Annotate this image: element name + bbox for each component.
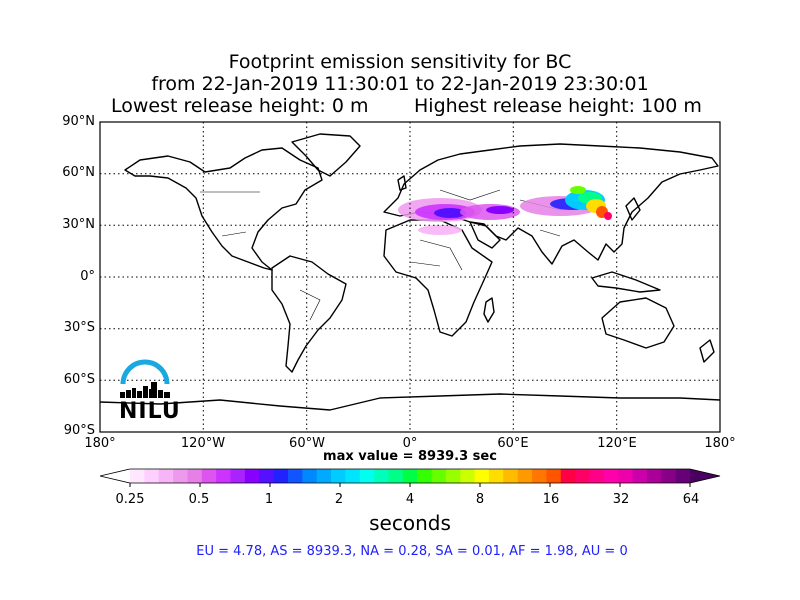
lon-label-180w: 180° [84,436,116,451]
colorbar-segment [646,469,662,483]
lon-label-60w: 60°W [289,436,325,451]
lat-label-90n: 90°N [62,114,95,129]
colorbar [99,468,721,487]
colorbar-segment [158,469,174,483]
colorbar-units: seconds [369,511,451,535]
colorbar-segment [460,469,476,483]
colorbar-segment [632,469,648,483]
continent-outlines [99,133,721,411]
lat-label-0: 0° [80,269,95,284]
colorbar-tick-label: 2 [334,492,344,507]
title-line-2: from 22-Jan-2019 11:30:01 to 22-Jan-2019… [151,73,649,95]
colorbar-segment [259,469,274,483]
lon-label-120w: 120°W [180,436,226,451]
colorbar-tick-label: 16 [542,492,560,507]
lon-label-0: 0° [402,436,418,451]
colorbar-extend-low [100,469,130,483]
colorbar-segment [331,469,346,483]
colorbar-segment [187,469,203,483]
colorbar-tick-label: 0.25 [115,492,145,507]
lon-label-120e: 120°E [597,436,637,451]
japan-outline [625,197,641,221]
colorbar-segment [575,469,590,483]
colorbar-segment [517,469,533,483]
colorbar-segment [130,469,145,483]
sensitivity-plume [398,186,612,235]
colorbar-extend-high [690,469,720,483]
colorbar-tick-label: 8 [475,492,485,507]
map-frame [99,121,721,433]
australia-outline [601,297,675,349]
greenland-outline [291,133,361,177]
colorbar-segment [402,469,418,483]
colorbar-segment [244,469,260,483]
colorbar-segment [316,469,332,483]
colorbar-segment [216,469,231,483]
southeast-asia-islands-outline [591,271,661,293]
colorbar-segment [589,469,605,483]
colorbar-segment [273,469,289,483]
lat-label-60n: 60°N [62,165,95,180]
new-zealand-outline [699,339,715,363]
north-america-outline [124,147,323,271]
colorbar-segment [345,469,361,483]
colorbar-segment [546,469,562,483]
colorbar-segment [503,469,519,483]
colorbar-segment [560,469,576,483]
south-america-outline [271,255,347,373]
colorbar-segment [488,469,504,483]
nilu-logo-skyline [120,382,170,398]
madagascar-outline [483,297,495,323]
colorbar-segment [388,469,404,483]
colorbar-tick-label: 0.5 [188,492,210,507]
colorbar-tick-label: 4 [405,492,415,507]
regional-values: EU = 4.78, AS = 8939.3, NA = 0.28, SA = … [196,544,628,559]
highest-release-height: Highest release height: 100 m [414,95,702,117]
lowest-release-height: Lowest release height: 0 m [111,95,369,117]
colorbar-segment [374,469,389,483]
colorbar-segment [359,469,375,483]
colorbar-segment [287,469,303,483]
colorbar-tick-label: 64 [682,492,700,507]
lon-label-60e: 60°E [497,436,529,451]
colorbar-segment [661,469,677,483]
colorbar-segment [417,469,432,483]
colorbar-segment [532,469,547,483]
colorbar-segment [302,469,318,483]
colorbar-segment [230,469,246,483]
nilu-logo-arc [120,359,170,385]
colorbar-segment [675,469,691,483]
colorbar-segment [201,469,217,483]
lat-label-60s: 60°S [63,372,95,387]
lat-label-30s: 30°S [63,320,95,335]
nilu-logo-text: NILU [119,399,181,424]
lat-label-90s: 90°S [63,423,95,438]
title-line-1: Footprint emission sensitivity for BC [228,51,572,73]
max-value: max value = 8939.3 sec [323,449,497,464]
colorbar-segment [445,469,461,483]
colorbar-segment [618,469,633,483]
lon-label-180e: 180° [704,436,736,451]
colorbar-segment [144,469,160,483]
nilu-logo [120,359,170,398]
british-isles-outline [397,175,407,191]
colorbar-segment [474,469,490,483]
colorbar-tick-label: 32 [612,492,630,507]
colorbar-segment [603,469,619,483]
lat-label-30n: 30°N [62,217,95,232]
colorbar-segment [173,469,188,483]
colorbar-segment [431,469,447,483]
colorbar-tick-label: 1 [264,492,274,507]
